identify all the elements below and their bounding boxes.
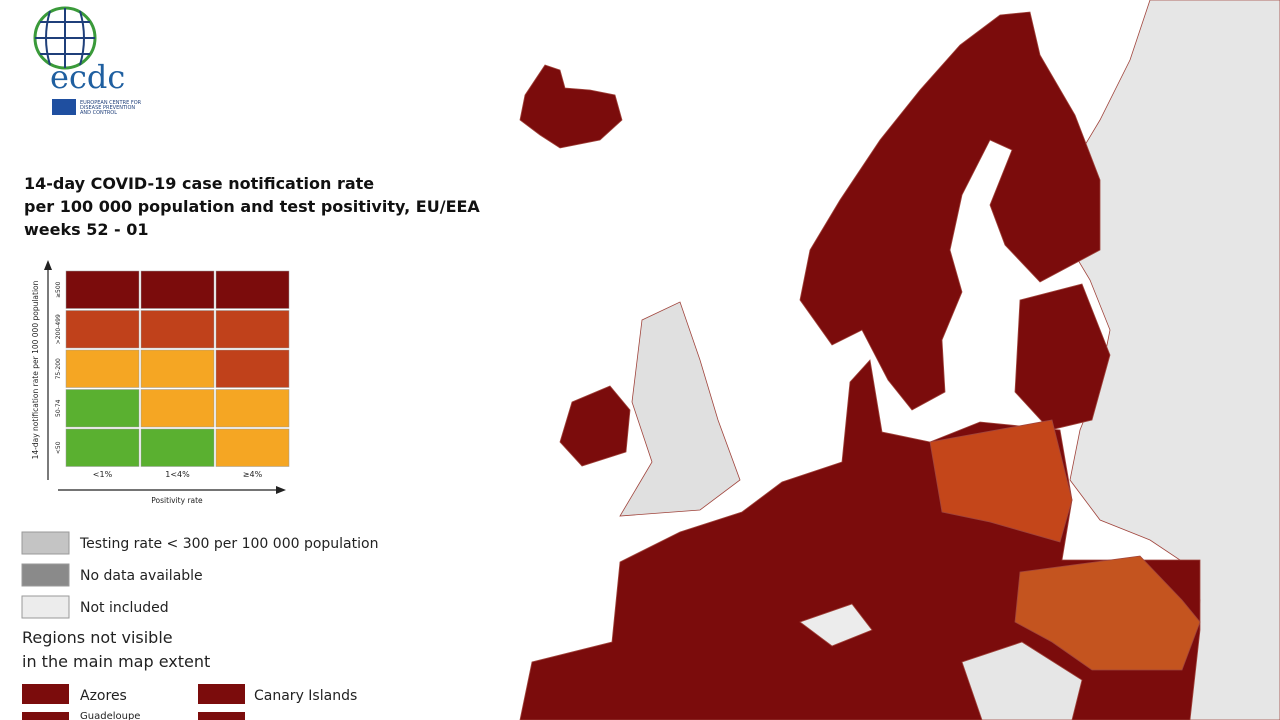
logo-subtitle: DISEASE PREVENTION xyxy=(80,105,135,111)
poland xyxy=(929,419,1073,543)
legend-label: Testing rate < 300 per 100 000 populatio… xyxy=(79,536,378,552)
matrix-cell xyxy=(65,349,140,388)
baltics xyxy=(1014,283,1111,431)
logo: ecdc xyxy=(33,6,125,115)
y-axis-label: 14-day notification rate per 100 000 pop… xyxy=(31,280,40,459)
matrix-cell xyxy=(215,349,290,388)
column-label: <1% xyxy=(93,470,113,479)
column-label: ≥4% xyxy=(243,470,263,479)
x-axis-label: Positivity rate xyxy=(151,496,203,505)
matrix-cell xyxy=(140,389,215,428)
matrix-cell xyxy=(140,349,215,388)
region-swatch xyxy=(22,712,69,720)
matrix-cell xyxy=(65,310,140,349)
region-swatch xyxy=(22,684,69,704)
title: per 100 000 population and test positivi… xyxy=(24,197,480,216)
uk xyxy=(619,301,741,517)
region-label: Azores xyxy=(80,688,127,704)
regions-title: Regions not visible xyxy=(22,628,173,647)
logo-subtitle: EUROPEAN CENTRE FOR xyxy=(80,100,142,106)
logo-grid xyxy=(35,8,95,68)
legend-label: No data available xyxy=(80,568,203,584)
title: weeks 52 - 01 xyxy=(24,220,149,239)
iceland xyxy=(519,64,623,149)
balkans xyxy=(961,641,1083,720)
legend-swatch xyxy=(21,531,70,555)
matrix-cell xyxy=(140,270,215,309)
region-label: Guadeloupe xyxy=(80,711,140,720)
eu-flag xyxy=(52,99,76,115)
matrix-cell xyxy=(65,428,140,467)
matrix-cell xyxy=(65,389,140,428)
region-label: Canary Islands xyxy=(254,688,357,704)
switzerland xyxy=(799,603,873,647)
romania xyxy=(1014,555,1201,671)
matrix-cell xyxy=(65,270,140,309)
scandinavia xyxy=(799,11,1101,411)
row-label: ≥500 xyxy=(55,281,62,298)
matrix-cell xyxy=(215,310,290,349)
logo-text: ecdc xyxy=(50,58,125,96)
y-arrowhead xyxy=(44,260,52,270)
legend-swatch xyxy=(21,563,70,587)
legend-swatch xyxy=(21,595,70,619)
region-swatch xyxy=(198,684,245,704)
matrix-cell xyxy=(215,270,290,309)
map xyxy=(519,0,1280,720)
logo-subtitle: AND CONTROL xyxy=(80,110,117,116)
regions-title: in the main map extent xyxy=(22,652,210,671)
row-label: 50-74 xyxy=(55,399,62,417)
title: 14-day COVID-19 case notification rate xyxy=(24,174,374,193)
matrix-cell xyxy=(140,428,215,467)
matrix-cell xyxy=(215,428,290,467)
row-label: 75-200 xyxy=(55,358,62,379)
matrix-cell xyxy=(215,389,290,428)
ireland xyxy=(559,385,631,467)
x-arrowhead xyxy=(276,486,286,494)
matrix-cell xyxy=(140,310,215,349)
column-label: 1<4% xyxy=(165,470,190,479)
legend-label: Not included xyxy=(80,600,169,616)
region-swatch xyxy=(198,712,245,720)
row-label: >200-499 xyxy=(55,314,62,344)
row-label: <50 xyxy=(55,441,62,454)
